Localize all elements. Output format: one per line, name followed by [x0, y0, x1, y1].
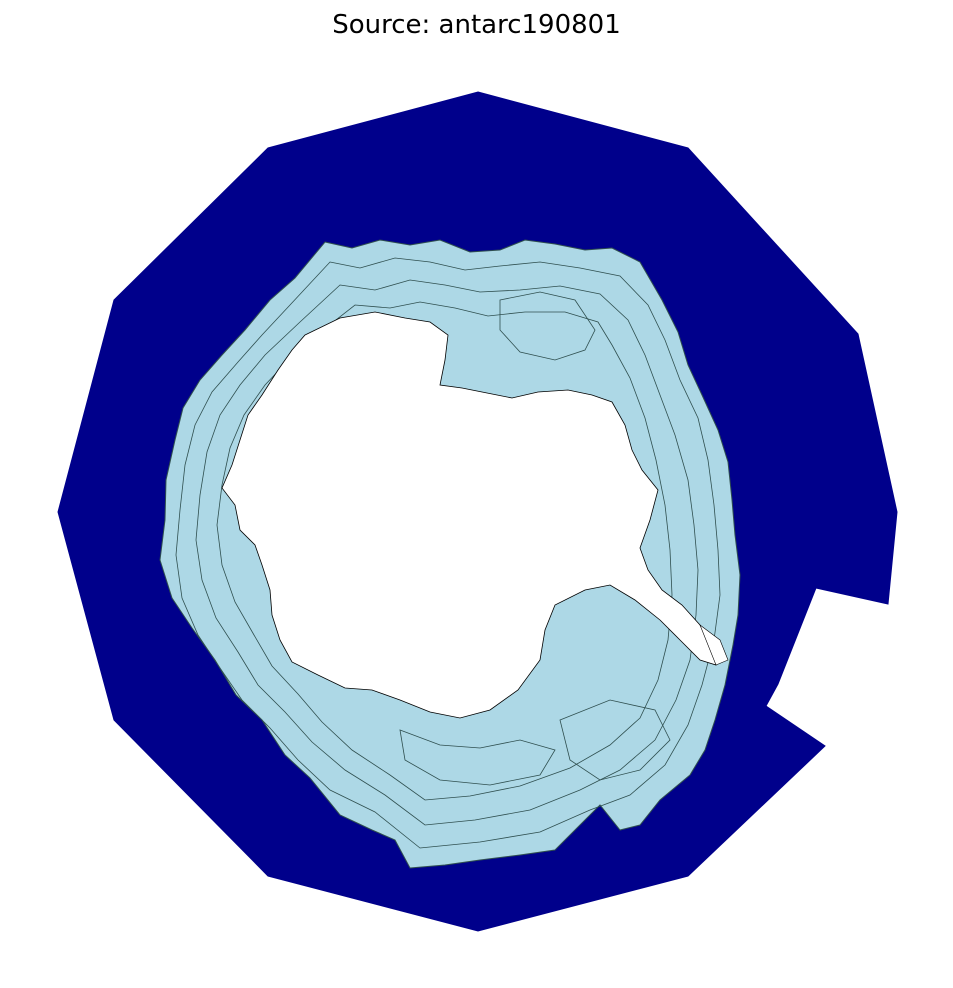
map-title: Source: antarc190801: [332, 10, 621, 40]
antarctica-land: [221, 311, 717, 719]
peninsula-gap: [699, 624, 729, 666]
ice-contours: [175, 257, 721, 849]
